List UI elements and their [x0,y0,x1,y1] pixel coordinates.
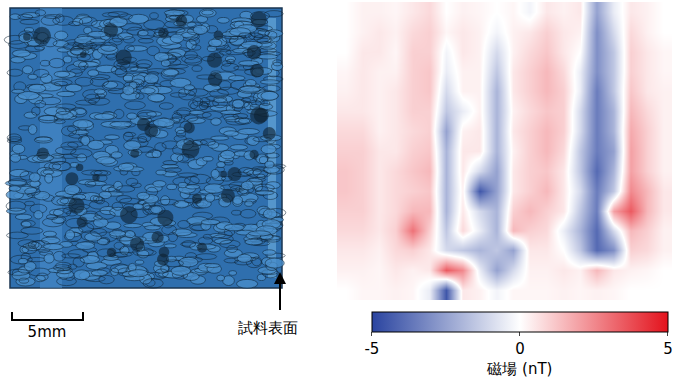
svg-text:-5: -5 [364,340,379,358]
svg-text:磁場 (nT): 磁場 (nT) [486,360,552,378]
svg-text:5mm: 5mm [28,323,67,341]
svg-text:試料表面: 試料表面 [238,319,298,337]
svg-text:5: 5 [663,340,673,358]
svg-text:0: 0 [515,340,525,358]
